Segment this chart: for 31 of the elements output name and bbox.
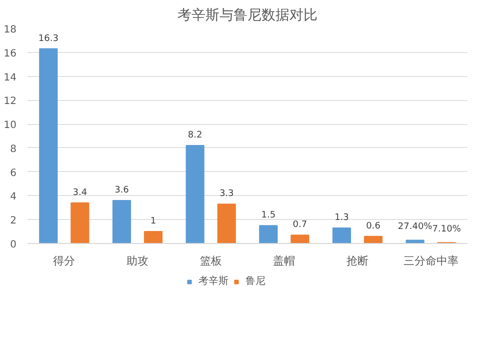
data-label: 3.6 xyxy=(114,186,130,196)
y-tick-label: 12 xyxy=(4,96,17,108)
x-tick-label: 得分 xyxy=(53,254,76,268)
data-label: 1 xyxy=(150,216,156,227)
y-tick-label: 0 xyxy=(10,240,17,250)
data-label: 27.40% xyxy=(398,222,433,232)
data-label: 7.10% xyxy=(432,224,462,235)
x-tick-label: 抢断 xyxy=(346,254,368,268)
data-label: 1.3 xyxy=(334,212,349,223)
y-tick-label: 18 xyxy=(4,24,17,36)
data-label: 8.2 xyxy=(188,130,202,141)
data-label: 0.7 xyxy=(292,220,308,230)
y-tick-label: 8 xyxy=(10,144,17,155)
y-tick-label: 10 xyxy=(4,120,17,132)
data-label: 3.3 xyxy=(219,189,234,200)
data-label: 0.6 xyxy=(366,221,381,232)
x-tick-label: 三分命中率 xyxy=(403,254,458,268)
legend-label: 鲁尼 xyxy=(245,275,266,288)
y-tick-label: 16 xyxy=(4,48,17,60)
x-tick-label: 助攻 xyxy=(126,254,148,268)
y-tick-label: 6 xyxy=(10,168,17,179)
y-tick-label: 2 xyxy=(10,216,17,227)
y-tick-label: 4 xyxy=(10,192,17,203)
x-tick-label: 盖帽 xyxy=(273,254,296,268)
chart-title: 考辛斯与鲁尼数据对比 xyxy=(178,8,318,24)
legend-label: 考辛斯 xyxy=(198,274,228,288)
data-label: 16.3 xyxy=(38,34,58,44)
y-tick-label: 14 xyxy=(4,72,17,84)
data-label: 1.5 xyxy=(261,210,276,221)
data-label: 3.4 xyxy=(72,188,88,198)
x-tick-label: 篮板 xyxy=(200,254,222,268)
